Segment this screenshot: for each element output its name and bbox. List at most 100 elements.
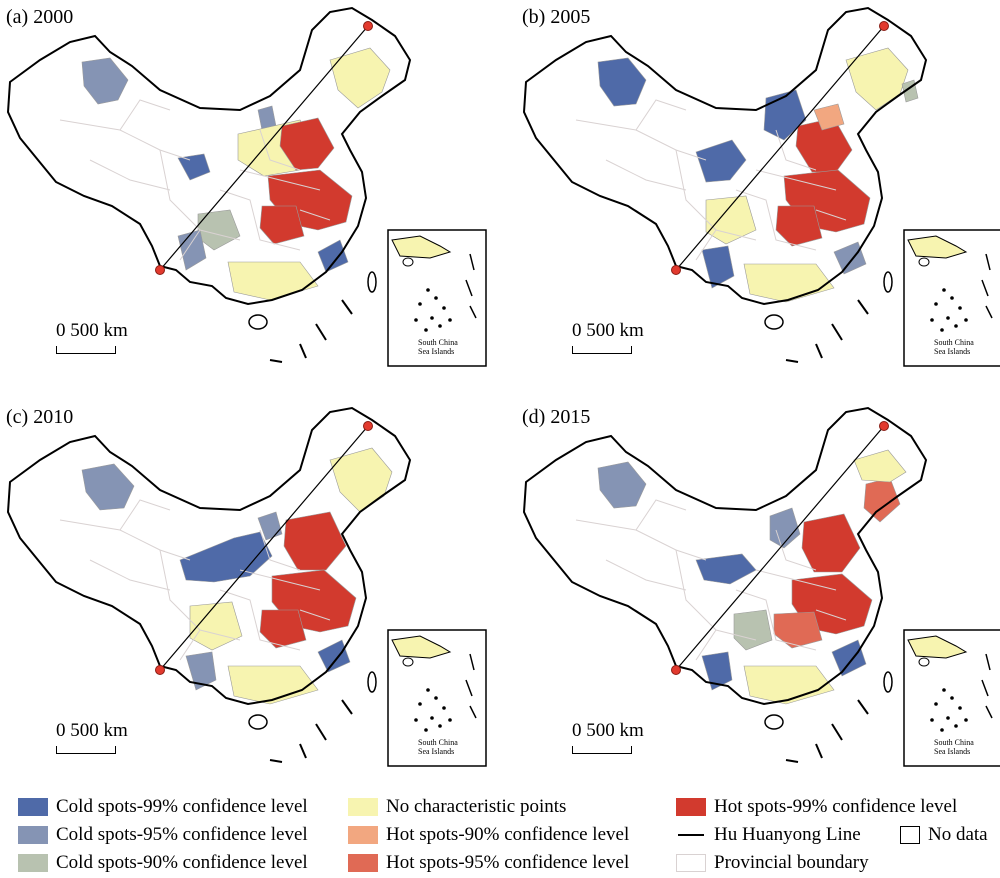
inset-dash (465, 679, 473, 697)
provincial-boundary (775, 129, 817, 171)
provincial-boundary (575, 119, 707, 161)
inset-coast (391, 235, 452, 259)
taiwan-island (883, 671, 893, 693)
inset-islet (434, 296, 438, 300)
maritime-boundary-dash (341, 299, 353, 315)
maritime-boundary-dash (831, 323, 843, 341)
scale-line (56, 746, 116, 754)
legend-line-swatch (676, 826, 706, 844)
inset-islet (958, 706, 962, 710)
provincial-boundary (89, 159, 171, 191)
hu-line-endpoint (879, 421, 889, 431)
provincial-boundary (299, 609, 331, 621)
region-hot90 (813, 103, 845, 131)
region-cold99 (317, 639, 351, 673)
legend-hot95: Hot spots-95% confidence level (348, 852, 629, 874)
inset-label: South China Sea Islands (934, 738, 974, 756)
region-cold95 (597, 461, 647, 509)
region-hot99 (801, 513, 861, 573)
provincial-boundary (695, 229, 717, 261)
provincial-boundary (635, 99, 687, 131)
inset-islet (418, 702, 422, 706)
maritime-boundary-dash (315, 723, 327, 741)
region-none (329, 447, 393, 513)
maritime-boundary-dash (341, 699, 353, 715)
panel-title: (c) 2010 (6, 406, 74, 428)
legend-hot99: Hot spots-99% confidence level (676, 796, 957, 818)
inset-islet (942, 688, 946, 692)
inset-islet (964, 318, 968, 322)
region-cold95 (81, 463, 135, 511)
region-none (189, 601, 243, 651)
scale-bar: 0 500 km (50, 320, 190, 360)
inset-label: South China Sea Islands (418, 738, 458, 756)
provincial-boundary (735, 589, 817, 651)
inset-dash (469, 705, 477, 719)
country-outline (522, 6, 928, 306)
legend-swatch (900, 826, 920, 844)
inset-islet (934, 702, 938, 706)
scale-line (56, 346, 116, 354)
legend-swatch (348, 854, 378, 872)
provincial-boundary (159, 149, 241, 241)
map-panel-2005: (b) 2005 0 500 km South China Sea Island… (516, 0, 1000, 392)
legend-swatch (348, 798, 378, 816)
inset-islet (934, 302, 938, 306)
provincial-boundary (815, 609, 847, 621)
scale-bar: 0 500 km (566, 320, 706, 360)
provincial-boundary (59, 519, 191, 561)
region-cold95 (185, 651, 217, 691)
provincial-boundary (239, 169, 321, 191)
legend-cold90: Cold spots-90% confidence level (18, 852, 308, 874)
maritime-boundary-dash (831, 723, 843, 741)
hainan-island (764, 714, 784, 730)
maritime-boundary-dash (785, 359, 799, 363)
hu-line-endpoint (155, 665, 165, 675)
scale-label: 0 500 km (56, 320, 128, 341)
country-fill (8, 8, 410, 304)
inset-dash (985, 253, 991, 271)
maritime-boundary-dash (269, 359, 283, 363)
provincial-boundary (675, 549, 757, 641)
provincial-boundary (815, 209, 847, 221)
provincial-boundary (219, 189, 301, 251)
provincial-boundary (179, 629, 201, 661)
map-panel-2015: (d) 2015 0 500 km South China Sea Island… (516, 400, 1000, 792)
inset-island (402, 657, 414, 667)
region-cold99 (831, 639, 867, 677)
inset-label: South China Sea Islands (934, 338, 974, 356)
inset-dash (985, 705, 993, 719)
inset-islet (426, 288, 430, 292)
provincial-boundary (179, 229, 201, 261)
legend-swatch (676, 854, 706, 872)
inset-dash (985, 653, 991, 671)
inset-dash (981, 679, 989, 697)
provincial-boundary (575, 519, 707, 561)
inset-islet (950, 296, 954, 300)
hu-line-endpoint (671, 265, 681, 275)
hu-line-endpoint (671, 665, 681, 675)
china-map (6, 406, 487, 767)
inset-islet (448, 718, 452, 722)
provincial-boundary (755, 169, 837, 191)
legend-swatch (18, 854, 48, 872)
inset-islet (418, 302, 422, 306)
hu-huanyong-line (675, 25, 885, 271)
region-hot99 (775, 205, 823, 247)
legend-none: No characteristic points (348, 796, 566, 818)
inset-coast (907, 235, 968, 259)
hu-line-endpoint (363, 421, 373, 431)
provincial-boundary (755, 569, 837, 591)
maritime-boundary-dash (857, 299, 869, 315)
region-none (743, 665, 835, 705)
inset-dash (469, 305, 477, 319)
inset-islet (930, 318, 934, 322)
hu-line-endpoint (879, 21, 889, 31)
hu-huanyong-line (675, 425, 885, 671)
hu-huanyong-line (159, 25, 369, 271)
inset-islet (946, 316, 950, 320)
hu-huanyong-line (159, 425, 369, 671)
inset-dash (469, 653, 475, 671)
inset-islet (950, 696, 954, 700)
provincial-boundary (605, 159, 687, 191)
